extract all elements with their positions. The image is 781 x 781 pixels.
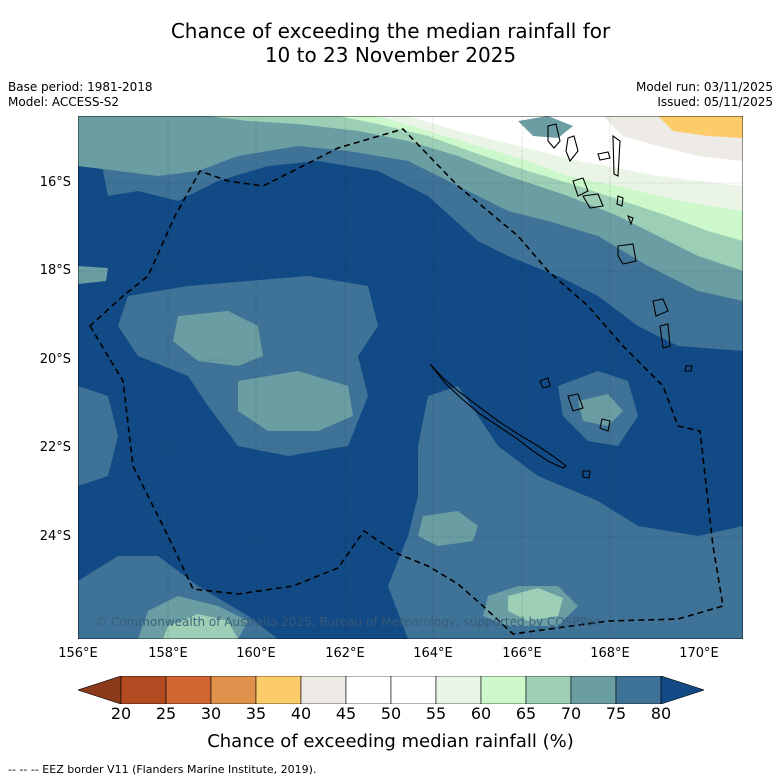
lon-label-166e: 166°E bbox=[502, 646, 542, 661]
colorbar-tick-label: 30 bbox=[200, 704, 222, 723]
lon-label-160e: 160°E bbox=[236, 646, 276, 661]
meta-right: Model run: 03/11/2025 Issued: 05/11/2025 bbox=[636, 80, 773, 110]
lon-label-164e: 164°E bbox=[413, 646, 453, 661]
graticule bbox=[78, 116, 743, 639]
title-line-2: 10 to 23 November 2025 bbox=[264, 43, 517, 67]
colorbar-cell bbox=[120, 676, 167, 704]
base-period: Base period: 1981-2018 bbox=[8, 80, 153, 94]
colorbar-cell bbox=[255, 676, 302, 704]
lon-label-168e: 168°E bbox=[590, 646, 630, 661]
lon-label-170e: 170°E bbox=[679, 646, 719, 661]
lat-label-22s: 22°S bbox=[39, 440, 71, 455]
issued-date: Issued: 05/11/2025 bbox=[657, 95, 773, 109]
lat-label-24s: 24°S bbox=[39, 529, 71, 544]
model-name: Model: ACCESS-S2 bbox=[8, 95, 120, 109]
colorbar-tick-label: 65 bbox=[515, 704, 537, 723]
colorbar-tick-label: 75 bbox=[605, 704, 627, 723]
chart-title: Chance of exceeding the median rainfall … bbox=[0, 19, 781, 67]
contour-70-top bbox=[518, 116, 573, 138]
lon-label-158e: 158°E bbox=[148, 646, 188, 661]
eez-legend-footer: -- -- -- EEZ border V11 (Flanders Marine… bbox=[8, 763, 317, 776]
rainfall-map[interactable]: © Commonwealth of Australia 2025, Bureau… bbox=[78, 116, 743, 639]
colorbar-title: Chance of exceeding median rainfall (%) bbox=[207, 731, 574, 752]
lon-label-156e: 156°E bbox=[58, 646, 98, 661]
contour-40 bbox=[658, 116, 743, 138]
title-line-1: Chance of exceeding the median rainfall … bbox=[170, 19, 611, 43]
colorbar-tick-label: 45 bbox=[335, 704, 357, 723]
colorbar-cell bbox=[525, 676, 572, 704]
colorbar-tick-label: 80 bbox=[650, 704, 672, 723]
model-run: Model run: 03/11/2025 bbox=[635, 80, 773, 94]
colorbar-tick-label: 40 bbox=[290, 704, 312, 723]
isle-of-pines bbox=[582, 470, 591, 479]
colorbar-extend-low bbox=[78, 676, 122, 704]
colorbar-tick-label: 50 bbox=[380, 704, 402, 723]
loyalty-islands bbox=[539, 377, 611, 432]
colorbar-extend-high bbox=[660, 676, 704, 704]
eez-border bbox=[88, 128, 724, 635]
new-caledonia-island bbox=[429, 363, 567, 469]
colorbar bbox=[78, 676, 704, 704]
colorbar-cell bbox=[210, 676, 257, 704]
colorbar-tick-label: 55 bbox=[425, 704, 447, 723]
colorbar-cell bbox=[480, 676, 527, 704]
lon-label-162e: 162°E bbox=[325, 646, 365, 661]
lat-label-18s: 18°S bbox=[39, 263, 71, 278]
colorbar-tick-label: 60 bbox=[470, 704, 492, 723]
lat-label-20s: 20°S bbox=[39, 352, 71, 367]
colorbar-cell bbox=[615, 676, 662, 704]
colorbar-tick-label: 70 bbox=[560, 704, 582, 723]
lat-label-16s: 16°S bbox=[39, 175, 71, 190]
meta-left: Base period: 1981-2018 Model: ACCESS-S2 bbox=[8, 80, 153, 110]
copyright: © Commonwealth of Australia 2025, Bureau… bbox=[95, 615, 600, 629]
colorbar-cell bbox=[165, 676, 212, 704]
colorbar-cell bbox=[570, 676, 617, 704]
vanuatu-islands bbox=[547, 123, 693, 372]
colorbar-cell bbox=[345, 676, 392, 704]
colorbar-cell bbox=[300, 676, 347, 704]
colorbar-tick-label: 35 bbox=[245, 704, 267, 723]
colorbar-cell bbox=[390, 676, 437, 704]
colorbar-tick-label: 20 bbox=[110, 704, 132, 723]
colorbar-cell bbox=[435, 676, 482, 704]
colorbar-tick-label: 25 bbox=[155, 704, 177, 723]
